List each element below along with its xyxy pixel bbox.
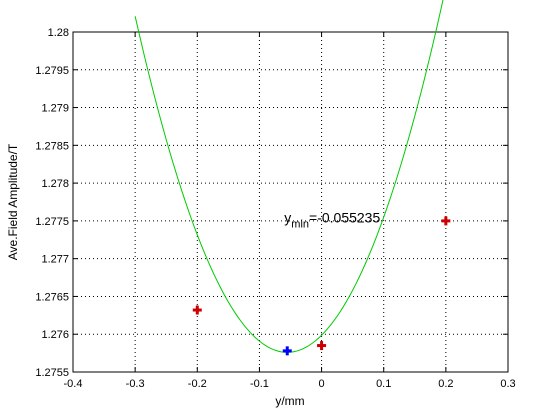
y-tick-label: 1.2785 — [35, 140, 69, 152]
y-tick-label: 1.2775 — [35, 216, 69, 228]
y-tick-label: 1.2755 — [35, 367, 69, 379]
axes-frame — [72, 31, 509, 373]
x-tick-label: -0.4 — [64, 378, 83, 390]
grid — [73, 32, 508, 372]
y-tick-label: 1.276 — [41, 329, 69, 341]
y-axis-label: Ave.Field Amplitude/T — [6, 143, 20, 260]
y-tick-label: 1.28 — [48, 27, 69, 39]
data-point — [317, 341, 327, 351]
x-tick-label: 0.2 — [438, 378, 453, 390]
ticks: -0.4 -0.3 -0.2 -0.1 0 0.1 0.2 0.3 1.2755 1.276 1.2… — [35, 27, 515, 390]
y-tick-label: 1.277 — [41, 254, 69, 266]
x-axis-label: y/mm — [275, 394, 304, 408]
x-tick-label: -0.2 — [188, 378, 207, 390]
x-tick-label: -0.3 — [126, 378, 145, 390]
x-tick-label: -0.1 — [250, 378, 269, 390]
fit-curve — [134, 0, 444, 353]
series — [134, 0, 451, 356]
y-tick-label: 1.279 — [41, 103, 69, 115]
minimum-point — [282, 346, 292, 356]
x-tick-label: 0.3 — [500, 378, 515, 390]
y-tick-label: 1.2795 — [35, 65, 69, 77]
x-tick-label: 0 — [319, 378, 325, 390]
data-point — [192, 305, 202, 315]
y-tick-label: 1.2765 — [35, 291, 69, 303]
y-tick-label: 1.278 — [41, 178, 69, 190]
x-tick-label: 0.1 — [376, 378, 391, 390]
min-annotation: ymin=-0.055235 — [284, 209, 380, 230]
data-point — [441, 216, 451, 226]
